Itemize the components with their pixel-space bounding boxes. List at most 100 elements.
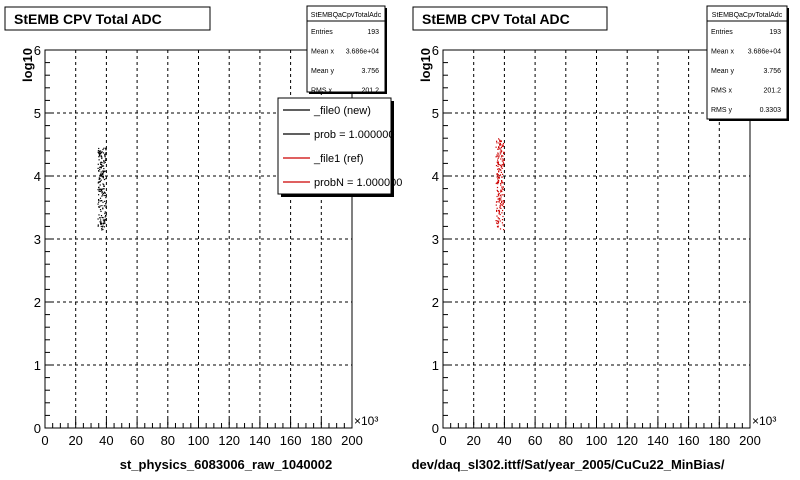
data-point	[502, 145, 504, 147]
data-point	[100, 219, 102, 221]
data-point	[98, 178, 100, 180]
data-point	[99, 200, 101, 202]
data-point	[100, 166, 102, 168]
data-point	[101, 174, 103, 177]
data-point	[500, 182, 502, 185]
data-point	[499, 174, 502, 176]
data-point	[499, 148, 501, 150]
x-tick-label: 180	[708, 433, 730, 448]
data-point	[496, 161, 498, 163]
x-tick-label: 80	[161, 433, 175, 448]
data-point	[498, 153, 500, 155]
data-point	[101, 227, 103, 230]
data-point	[495, 220, 497, 222]
data-point	[500, 207, 502, 209]
data-point	[98, 190, 100, 192]
data-point	[498, 201, 500, 203]
x-tick-label: 40	[99, 433, 113, 448]
x-tick-label: 180	[310, 433, 332, 448]
x-tick-label: 60	[130, 433, 144, 448]
data-point	[500, 190, 502, 192]
data-point	[499, 228, 502, 230]
stats-label: Mean x	[311, 49, 334, 56]
data-point	[99, 221, 101, 223]
data-point	[105, 178, 107, 180]
data-point	[99, 169, 101, 171]
data-point	[496, 220, 498, 222]
x-axis-multiplier: ×10³	[354, 414, 378, 428]
data-point	[496, 140, 498, 142]
data-point	[501, 188, 503, 190]
data-point	[100, 190, 102, 192]
data-point	[501, 194, 503, 196]
data-point	[501, 150, 503, 152]
data-point	[502, 215, 504, 218]
data-point	[99, 217, 101, 219]
data-point	[500, 140, 502, 142]
data-point	[503, 229, 505, 231]
data-point	[97, 163, 99, 165]
data-point	[498, 146, 500, 148]
stats-value: 201.2	[763, 88, 781, 95]
data-point	[502, 143, 505, 145]
data-point	[496, 195, 498, 198]
data-point	[100, 156, 102, 158]
data-point	[105, 219, 107, 221]
stats-value: 3.686e+04	[748, 49, 781, 56]
data-point	[496, 174, 498, 176]
data-point	[497, 157, 499, 159]
y-tick-label: 2	[432, 295, 439, 310]
data-point	[101, 157, 103, 160]
data-point	[99, 181, 101, 183]
data-point	[98, 187, 100, 189]
data-point	[503, 194, 505, 196]
data-point	[500, 147, 503, 149]
data-point	[497, 159, 499, 161]
x-tick-label: 200	[739, 433, 761, 448]
data-point	[103, 219, 105, 221]
data-point	[102, 219, 104, 221]
data-point	[500, 171, 502, 173]
data-point	[102, 172, 104, 174]
y-tick-label: 0	[432, 421, 439, 436]
x-tick-label: 40	[497, 433, 511, 448]
data-point	[98, 201, 100, 203]
y-tick-label: 4	[34, 169, 41, 184]
data-point	[500, 156, 503, 158]
data-point	[103, 162, 105, 164]
y-tick-label: 5	[432, 106, 439, 121]
x-tick-label: 0	[41, 433, 48, 448]
data-point	[497, 165, 499, 167]
data-point	[499, 198, 501, 200]
data-point	[99, 155, 101, 157]
stats-label: RMS x	[311, 88, 333, 95]
data-point	[498, 138, 500, 140]
data-point	[497, 217, 499, 219]
x-tick-label: 20	[466, 433, 480, 448]
data-point	[98, 147, 100, 150]
x-tick-label: 160	[678, 433, 700, 448]
legend-label: _file0 (new)	[313, 105, 371, 117]
data-point	[98, 152, 100, 155]
data-point	[101, 229, 103, 231]
data-point	[498, 218, 501, 220]
data-point	[105, 202, 107, 204]
data-point	[498, 168, 500, 170]
data-point	[502, 206, 505, 208]
data-point	[497, 198, 499, 200]
data-point	[499, 205, 501, 207]
data-point	[98, 170, 100, 172]
data-point	[500, 198, 502, 200]
data-point	[500, 184, 502, 186]
data-point	[495, 204, 497, 206]
stats-value: 193	[769, 29, 781, 36]
legend-label: prob = 1.000000	[314, 129, 394, 141]
data-point	[503, 201, 505, 203]
x-tick-label: 60	[528, 433, 542, 448]
data-point	[496, 142, 498, 144]
data-point	[497, 175, 499, 177]
data-point	[97, 182, 99, 184]
data-point	[502, 209, 504, 212]
data-point	[497, 220, 499, 223]
